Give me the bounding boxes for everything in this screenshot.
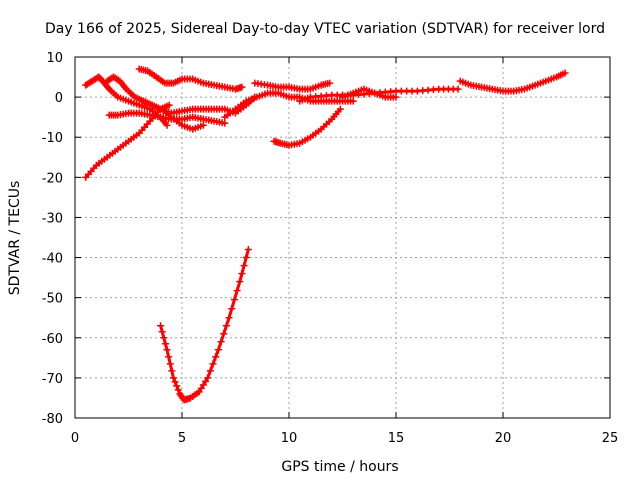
data-point-marker xyxy=(240,262,248,270)
data-point-marker xyxy=(163,121,171,129)
grid-lines xyxy=(75,57,610,418)
series-arc-3 xyxy=(82,73,171,129)
data-point-marker xyxy=(238,83,246,91)
data-point-marker xyxy=(561,69,569,77)
y-tick-label: -60 xyxy=(42,332,63,347)
data-point-marker xyxy=(238,270,246,278)
series-arc-11 xyxy=(296,85,462,105)
y-tick-label: -50 xyxy=(42,292,63,307)
series-arc-12 xyxy=(339,85,400,101)
y-tick-label: 0 xyxy=(55,91,63,106)
series-arc-1 xyxy=(157,246,252,404)
y-axis-label: SDTVAR / TECUs xyxy=(7,181,23,296)
series-arc-5 xyxy=(105,109,229,127)
data-point-marker xyxy=(171,378,179,386)
y-tick-label: -20 xyxy=(42,171,63,186)
series-arc-2 xyxy=(82,101,173,181)
data-point-marker xyxy=(242,254,250,262)
data-point-marker xyxy=(166,360,174,368)
data-point-marker xyxy=(158,328,166,336)
data-point-marker xyxy=(220,330,228,338)
data-point-marker xyxy=(173,382,181,390)
data-series xyxy=(82,65,569,404)
y-tick-label: -30 xyxy=(42,211,63,226)
data-point-marker xyxy=(165,101,173,109)
data-point-marker xyxy=(197,384,205,392)
x-tick-label: 25 xyxy=(602,431,619,446)
y-tick-label: -70 xyxy=(42,372,63,387)
data-point-marker xyxy=(230,296,238,304)
data-point-marker xyxy=(161,340,169,348)
data-point-marker xyxy=(209,360,217,368)
x-tick-label: 15 xyxy=(388,431,405,446)
data-point-marker xyxy=(225,314,233,322)
data-point-marker xyxy=(204,374,212,382)
y-tick-label: -80 xyxy=(42,412,63,427)
data-point-marker xyxy=(169,374,177,382)
data-point-marker xyxy=(349,97,357,105)
series-arc-6 xyxy=(135,65,246,93)
data-point-marker xyxy=(160,334,168,342)
x-tick-label: 5 xyxy=(178,431,186,446)
axis-ticks: 0 5 10 15 20 25 10 0 -10 -20 -30 -40 -50 -60 -70 -80 xyxy=(42,51,619,446)
data-point-marker xyxy=(199,121,207,129)
data-point-marker xyxy=(244,246,252,254)
data-point-marker xyxy=(157,322,165,330)
plot-frame xyxy=(74,56,611,419)
data-point-marker xyxy=(163,346,171,354)
data-point-marker xyxy=(174,386,182,394)
data-point-marker xyxy=(217,338,225,346)
series-arc-8 xyxy=(221,89,357,121)
data-point-marker xyxy=(222,322,230,330)
data-point-marker xyxy=(165,353,173,361)
data-point-marker xyxy=(199,381,207,389)
y-tick-label: -40 xyxy=(42,252,63,267)
x-tick-label: 10 xyxy=(281,431,298,446)
series-arc-4 xyxy=(103,73,207,133)
x-tick-label: 20 xyxy=(495,431,512,446)
data-point-marker xyxy=(212,353,220,361)
chart-title: Day 166 of 2025, Sidereal Day-to-day VTE… xyxy=(45,21,605,37)
data-point-marker xyxy=(168,367,176,375)
data-point-marker xyxy=(195,388,203,396)
data-point-marker xyxy=(392,93,400,101)
data-point-marker xyxy=(454,85,462,93)
data-point-marker xyxy=(326,79,334,87)
y-tick-label: -10 xyxy=(42,131,63,146)
data-point-marker xyxy=(336,105,344,113)
x-tick-label: 0 xyxy=(71,431,79,446)
data-point-marker xyxy=(228,305,236,313)
series-arc-7 xyxy=(139,93,259,117)
x-axis-label: GPS time / hours xyxy=(281,459,398,475)
series-arc-10 xyxy=(270,105,344,149)
data-point-marker xyxy=(214,346,222,354)
data-point-marker xyxy=(202,377,210,385)
data-point-marker xyxy=(233,287,241,295)
series-arc-9 xyxy=(251,79,334,93)
data-point-marker xyxy=(236,278,244,286)
data-point-marker xyxy=(221,119,229,127)
series-arc-13 xyxy=(456,69,569,95)
data-point-marker xyxy=(206,367,214,375)
y-tick-label: 10 xyxy=(46,51,63,66)
